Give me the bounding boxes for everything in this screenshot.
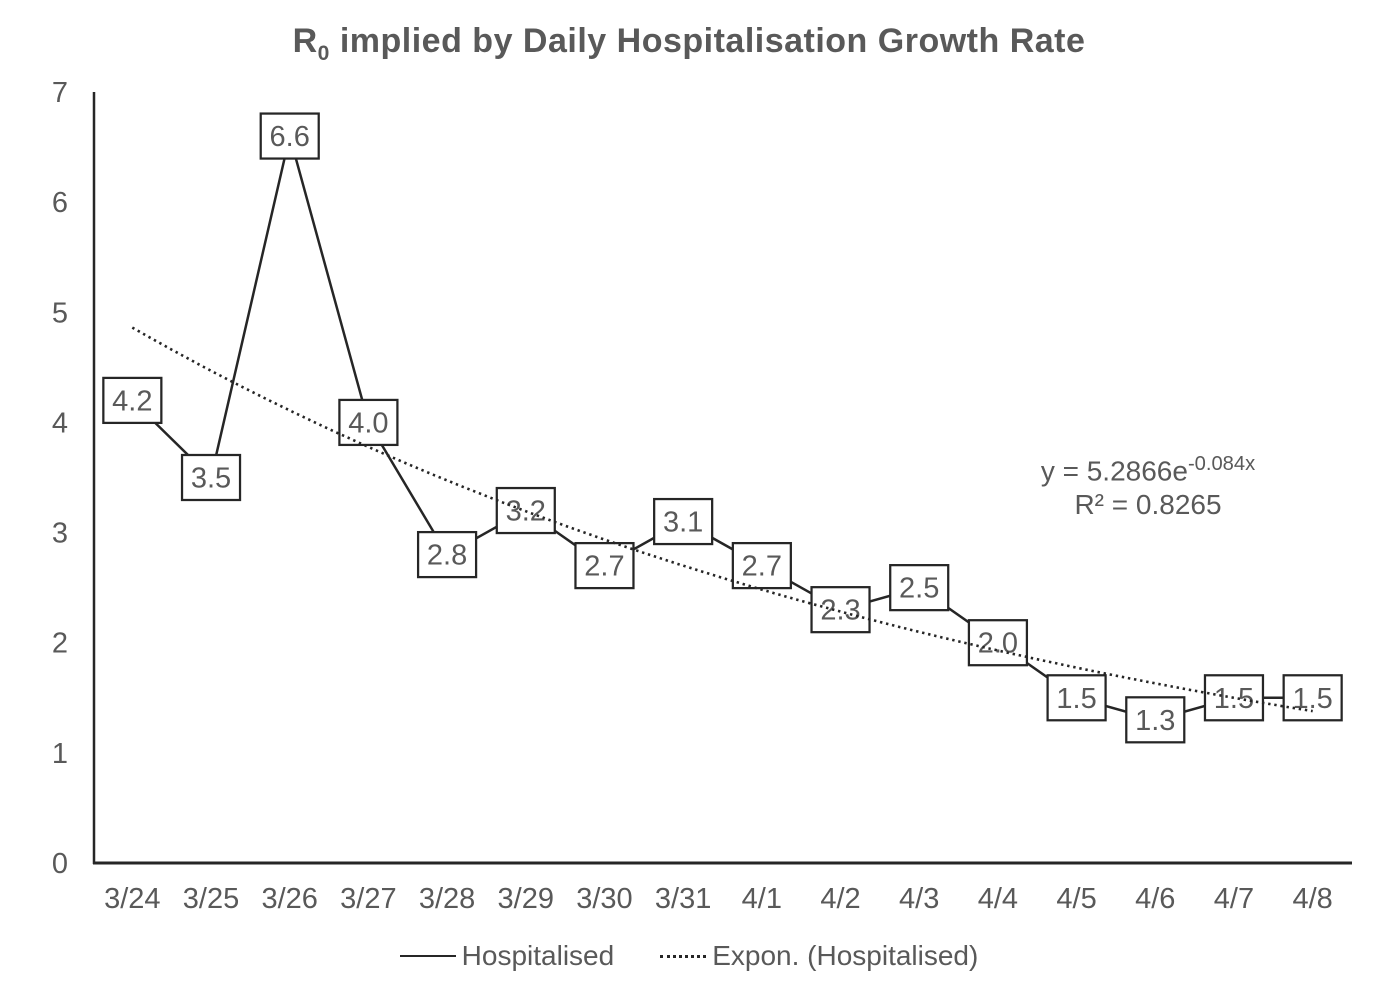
series-line-hospitalised xyxy=(131,135,1313,722)
equation-base: y = 5.2866e xyxy=(1040,455,1188,487)
x-tick-label: 4/6 xyxy=(1135,883,1175,915)
data-label-box xyxy=(416,530,478,579)
data-label-box xyxy=(1046,674,1107,722)
x-tick-label: 3/30 xyxy=(576,883,632,915)
y-tick-label: 6 xyxy=(52,187,68,219)
legend-item-expon-hospitalised[interactable]: Expon. (Hospitalised) xyxy=(660,940,978,972)
solid-line-sample-icon xyxy=(399,955,456,957)
data-label: 3.5 xyxy=(191,463,231,495)
x-tick-label: 3/31 xyxy=(655,883,711,915)
data-label: 4.2 xyxy=(112,385,152,417)
x-tick-label: 4/3 xyxy=(899,883,939,915)
trendline-r-squared: R² = 0.8265 xyxy=(1074,489,1222,521)
data-label: 2.7 xyxy=(742,551,782,583)
x-tick-label: 3/27 xyxy=(340,883,396,915)
chart-title-r: R xyxy=(292,22,318,60)
y-tick-label: 2 xyxy=(52,628,68,660)
data-label-box xyxy=(731,541,792,590)
x-tick-label: 4/5 xyxy=(1056,883,1096,915)
data-label: 2.0 xyxy=(978,628,1018,660)
data-label-box xyxy=(889,564,950,612)
data-label-box xyxy=(1203,674,1265,722)
data-label-box xyxy=(180,453,242,502)
x-tick-label: 4/4 xyxy=(978,883,1018,915)
data-label-box xyxy=(653,497,714,546)
x-tick-label: 4/8 xyxy=(1292,883,1332,915)
x-tick-label: 4/7 xyxy=(1214,883,1254,915)
x-tick-label: 4/2 xyxy=(820,883,860,915)
x-tick-label: 3/28 xyxy=(419,883,475,915)
legend-item-hospitalised[interactable]: Hospitalised xyxy=(399,940,615,972)
y-tick-label: 1 xyxy=(52,738,68,770)
dotted-line-sample-icon xyxy=(660,954,707,958)
legend-label-hospitalised: Hospitalised xyxy=(461,940,615,971)
chart-title: R0 implied by Daily Hospitalisation Grow… xyxy=(0,22,1378,66)
data-label: 2.7 xyxy=(584,551,624,583)
x-tick-label: 3/24 xyxy=(104,883,160,915)
data-label: 1.3 xyxy=(1135,705,1175,737)
data-label-box xyxy=(810,586,871,634)
data-label: 1.5 xyxy=(1056,683,1096,715)
y-tick-label: 5 xyxy=(52,297,68,329)
data-label-box xyxy=(102,376,163,425)
data-label-box xyxy=(1125,696,1186,744)
x-tick-label: 4/1 xyxy=(742,883,782,915)
chart-legend: Hospitalised Expon. (Hospitalised) xyxy=(0,940,1378,972)
data-label: 4.0 xyxy=(348,407,388,439)
x-tick-label: 3/26 xyxy=(261,883,317,915)
y-tick-label: 7 xyxy=(52,77,68,109)
y-tick-label: 0 xyxy=(52,848,68,880)
x-tick-label: 3/29 xyxy=(498,883,554,915)
data-label: 6.6 xyxy=(270,121,310,153)
data-label-box xyxy=(574,541,635,590)
data-label: 3.1 xyxy=(663,507,703,539)
data-label-box xyxy=(259,112,320,160)
equation-exponent: -0.084x xyxy=(1187,453,1256,475)
chart-title-rest: implied by Daily Hospitalisation Growth … xyxy=(329,22,1086,60)
data-label: 2.5 xyxy=(899,573,939,605)
trendline-equation: y = 5.2866e-0.084x xyxy=(1013,447,1283,488)
y-tick-label: 3 xyxy=(52,518,68,550)
x-tick-label: 3/25 xyxy=(183,883,239,915)
y-tick-label: 4 xyxy=(52,407,68,439)
data-label: 1.5 xyxy=(1214,683,1254,715)
trendline-expon-hospitalised xyxy=(131,326,1313,713)
data-label-box xyxy=(1282,674,1343,722)
data-label: 2.8 xyxy=(427,540,467,572)
legend-label-expon-hospitalised: Expon. (Hospitalised) xyxy=(712,940,979,971)
data-label-box xyxy=(967,619,1029,667)
trendline-annotation: y = 5.2866e-0.084x R² = 0.8265 xyxy=(1013,447,1283,522)
chart-title-subscript: 0 xyxy=(317,41,330,65)
